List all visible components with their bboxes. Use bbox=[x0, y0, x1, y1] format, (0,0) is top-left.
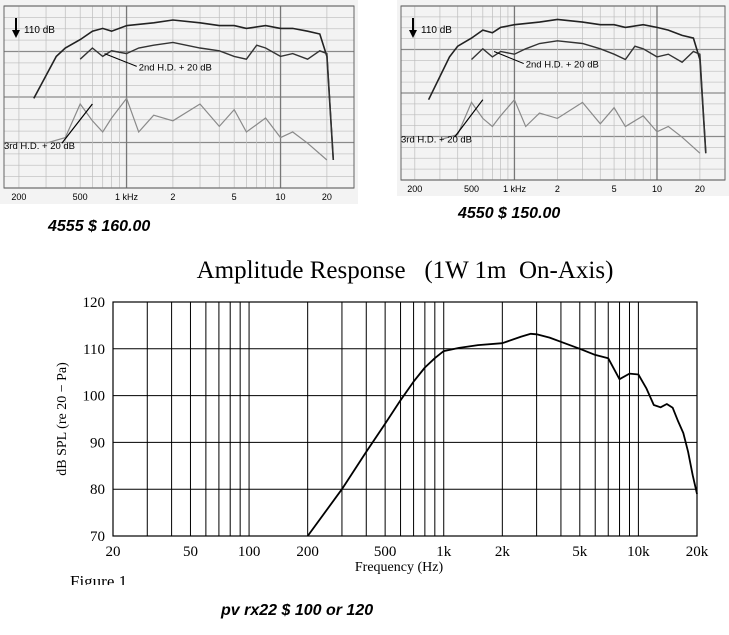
fundamental-curve bbox=[427, 18, 707, 154]
scan-chart-4555: 110 dB 2nd H.D. + 20 dB 3rd H.D. + 20 dB 20… bbox=[0, 0, 358, 204]
y-tick-label: 80 bbox=[90, 482, 105, 498]
x-tick-label: 20k bbox=[686, 544, 709, 560]
price-label-4555: 4555 $ 160.00 bbox=[48, 218, 151, 235]
x-tick-label: 2 bbox=[555, 184, 560, 194]
third-harmonic-curve bbox=[439, 98, 701, 154]
x-tick-label: 1k bbox=[436, 544, 452, 560]
figure-caption: Figure 1 bbox=[70, 572, 128, 585]
annotation-pointer bbox=[61, 103, 93, 144]
amplitude-response-chart: 70 80 90 100 110 120 20 50 100 200 500 1k 2k 5k 10k 20k… bbox=[55, 295, 709, 575]
y-tick-label: 100 bbox=[83, 389, 106, 405]
second-harmonic-curve bbox=[471, 40, 707, 154]
annotation-second-hd: 2nd H.D. + 20 dB bbox=[139, 62, 212, 73]
x-tick-label: 100 bbox=[238, 544, 261, 560]
x-tick-label: 500 bbox=[464, 184, 479, 194]
y-axis-label: dB SPL (re 20 − Pa) bbox=[55, 362, 70, 476]
x-tick-label: 200 bbox=[407, 184, 422, 194]
y-tick-label: 120 bbox=[83, 295, 106, 311]
scan-chart-4550-svg: 110 dB 2nd H.D. + 20 dB 3rd H.D. + 20 dB 20… bbox=[400, 5, 726, 194]
plot-frame bbox=[3, 5, 355, 189]
annotation-third-hd: 3rd H.D. + 20 dB bbox=[4, 141, 75, 152]
annotation-second-hd: 2nd H.D. + 20 dB bbox=[526, 60, 599, 71]
response-curve bbox=[306, 332, 698, 537]
level-label: 110 dB bbox=[24, 25, 55, 36]
level-arrow-icon bbox=[12, 30, 20, 38]
x-tick-label: 20 bbox=[695, 184, 705, 194]
x-tick-label: 200 bbox=[11, 192, 26, 202]
second-harmonic-curve bbox=[79, 41, 334, 161]
x-tick-label: 5k bbox=[572, 544, 588, 560]
level-label: 110 dB bbox=[421, 25, 452, 36]
fundamental-curve bbox=[33, 19, 335, 161]
annotation-pointer bbox=[454, 99, 484, 138]
x-tick-label: 10k bbox=[627, 544, 650, 560]
x-tick-label: 5 bbox=[232, 192, 237, 202]
annotation-pointer bbox=[493, 51, 524, 65]
scan-chart-4555-svg: 110 dB 2nd H.D. + 20 dB 3rd H.D. + 20 dB 20… bbox=[3, 5, 355, 202]
level-arrow-icon bbox=[409, 30, 417, 38]
scan-chart-4550: 110 dB 2nd H.D. + 20 dB 3rd H.D. + 20 dB 20… bbox=[397, 0, 729, 196]
x-tick-label: 50 bbox=[183, 544, 198, 560]
x-tick-label: 10 bbox=[652, 184, 662, 194]
annotation-pointer bbox=[104, 53, 137, 67]
x-tick-label: 2 bbox=[170, 192, 175, 202]
annotation-third-hd: 3rd H.D. + 20 dB bbox=[401, 135, 472, 146]
price-label-pv-rx22: pv rx22 $ 100 or 120 bbox=[221, 602, 374, 619]
y-tick-label: 70 bbox=[90, 529, 105, 545]
x-tick-label: 500 bbox=[73, 192, 88, 202]
third-harmonic-curve bbox=[45, 97, 328, 161]
x-tick-label: 2k bbox=[495, 544, 511, 560]
chart-title: Amplitude Response (1W 1m On-Axis) bbox=[196, 257, 614, 284]
y-tick-label: 110 bbox=[83, 342, 105, 358]
plot-frame bbox=[112, 301, 698, 537]
x-tick-label: 200 bbox=[296, 544, 319, 560]
x-tick-label: 1 kHz bbox=[115, 192, 139, 202]
price-label-4550: 4550 $ 150.00 bbox=[458, 205, 561, 222]
plot-frame bbox=[400, 5, 726, 181]
x-tick-label: 500 bbox=[374, 544, 397, 560]
x-tick-label: 1 kHz bbox=[503, 184, 527, 194]
x-tick-label: 10 bbox=[276, 192, 286, 202]
x-tick-label: 5 bbox=[612, 184, 617, 194]
x-tick-label: 20 bbox=[106, 544, 121, 560]
y-tick-label: 90 bbox=[90, 435, 105, 451]
x-tick-label: 20 bbox=[322, 192, 332, 202]
x-axis-label: Frequency (Hz) bbox=[355, 560, 444, 575]
